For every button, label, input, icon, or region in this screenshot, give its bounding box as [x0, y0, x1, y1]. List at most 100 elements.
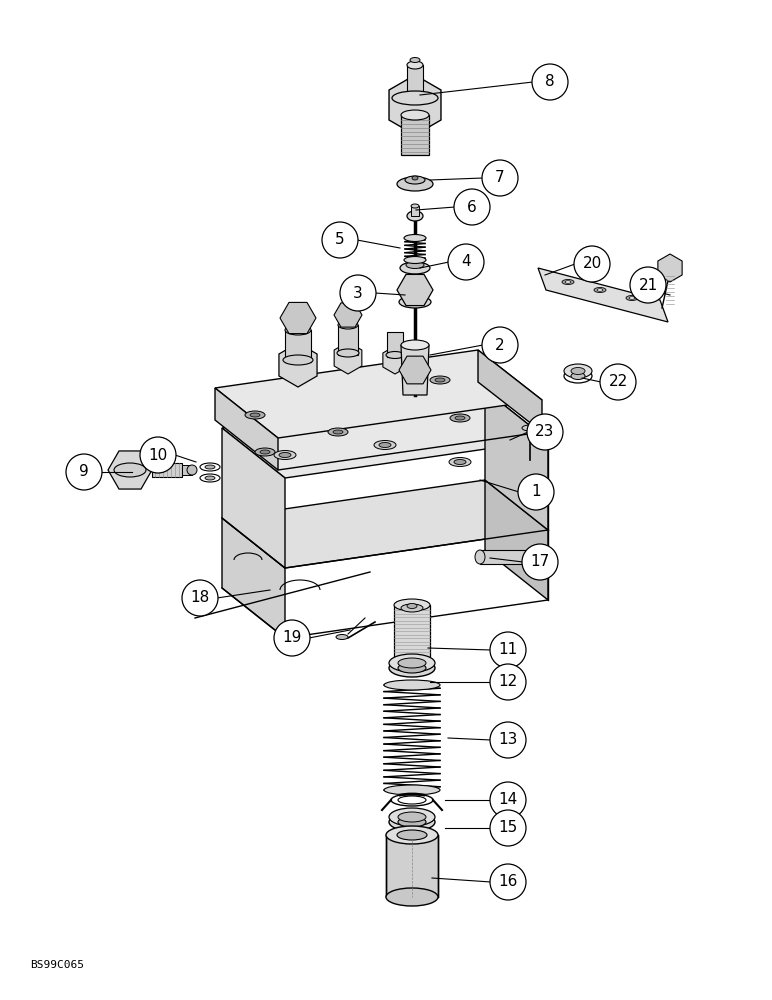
Circle shape [490, 782, 526, 818]
Circle shape [490, 664, 526, 700]
Ellipse shape [398, 812, 426, 822]
Circle shape [490, 632, 526, 668]
Ellipse shape [407, 211, 423, 221]
Circle shape [482, 160, 518, 196]
Ellipse shape [114, 463, 146, 477]
Bar [338, 325, 358, 355]
Ellipse shape [389, 808, 435, 826]
Polygon shape [334, 303, 362, 327]
Ellipse shape [397, 177, 433, 191]
Ellipse shape [401, 340, 429, 350]
Ellipse shape [562, 279, 574, 284]
Polygon shape [485, 390, 548, 530]
Text: 8: 8 [545, 75, 555, 90]
Ellipse shape [205, 476, 215, 480]
Ellipse shape [386, 352, 404, 359]
Ellipse shape [379, 442, 391, 448]
Ellipse shape [407, 61, 423, 69]
Text: 2: 2 [495, 338, 505, 353]
Ellipse shape [454, 460, 466, 464]
Polygon shape [222, 518, 285, 638]
Ellipse shape [336, 635, 348, 640]
Circle shape [532, 64, 568, 100]
Ellipse shape [449, 458, 471, 466]
Polygon shape [485, 480, 548, 600]
Circle shape [182, 580, 218, 616]
Ellipse shape [522, 425, 538, 431]
Ellipse shape [455, 416, 465, 420]
Ellipse shape [394, 599, 430, 611]
Ellipse shape [283, 355, 313, 365]
Polygon shape [279, 343, 317, 387]
Text: 3: 3 [353, 286, 363, 300]
Ellipse shape [338, 321, 358, 329]
Ellipse shape [333, 430, 343, 434]
Ellipse shape [629, 297, 635, 299]
Bar [285, 330, 311, 362]
Ellipse shape [407, 603, 417, 608]
Text: 20: 20 [582, 256, 601, 271]
Ellipse shape [398, 817, 426, 827]
Circle shape [574, 246, 610, 282]
Ellipse shape [384, 785, 440, 795]
Circle shape [322, 222, 358, 258]
Circle shape [518, 474, 554, 510]
Ellipse shape [399, 296, 431, 308]
Ellipse shape [400, 262, 430, 274]
Text: BS99C065: BS99C065 [30, 960, 84, 970]
Ellipse shape [406, 261, 424, 268]
Ellipse shape [200, 474, 220, 482]
Ellipse shape [626, 296, 638, 300]
Text: 6: 6 [467, 200, 477, 215]
Ellipse shape [564, 369, 592, 383]
Ellipse shape [564, 364, 592, 378]
Polygon shape [397, 274, 433, 306]
Ellipse shape [597, 289, 603, 291]
Text: 16: 16 [498, 874, 518, 890]
Bar [152, 463, 182, 477]
Ellipse shape [404, 256, 426, 263]
Circle shape [490, 864, 526, 900]
Ellipse shape [398, 796, 426, 804]
Ellipse shape [410, 57, 420, 62]
Text: 19: 19 [283, 631, 302, 646]
Ellipse shape [435, 378, 445, 382]
Text: 15: 15 [499, 820, 517, 836]
Text: 11: 11 [499, 643, 517, 658]
Ellipse shape [403, 292, 427, 300]
Bar [401, 115, 429, 155]
Bar [407, 65, 423, 103]
Ellipse shape [386, 888, 438, 906]
Polygon shape [389, 75, 441, 135]
Ellipse shape [411, 204, 419, 208]
Circle shape [630, 267, 666, 303]
Polygon shape [334, 342, 362, 374]
Ellipse shape [405, 176, 425, 184]
Circle shape [140, 437, 176, 473]
Ellipse shape [398, 658, 426, 668]
Text: 4: 4 [461, 254, 471, 269]
Ellipse shape [450, 414, 470, 422]
Ellipse shape [392, 91, 438, 105]
Ellipse shape [279, 452, 291, 458]
Bar [411, 206, 419, 216]
Ellipse shape [255, 448, 275, 456]
Polygon shape [222, 428, 285, 568]
Text: 17: 17 [530, 554, 550, 570]
Circle shape [340, 275, 376, 311]
Ellipse shape [412, 176, 418, 180]
Ellipse shape [200, 463, 220, 471]
Ellipse shape [401, 110, 429, 120]
Circle shape [490, 722, 526, 758]
Text: 9: 9 [79, 464, 89, 480]
Ellipse shape [571, 367, 585, 374]
Ellipse shape [328, 428, 348, 436]
Polygon shape [658, 254, 682, 282]
Bar [182, 465, 192, 475]
Text: 5: 5 [335, 232, 345, 247]
Polygon shape [399, 356, 431, 384]
Ellipse shape [531, 550, 545, 564]
Text: 13: 13 [498, 732, 518, 748]
Circle shape [66, 454, 102, 490]
Ellipse shape [594, 288, 606, 292]
